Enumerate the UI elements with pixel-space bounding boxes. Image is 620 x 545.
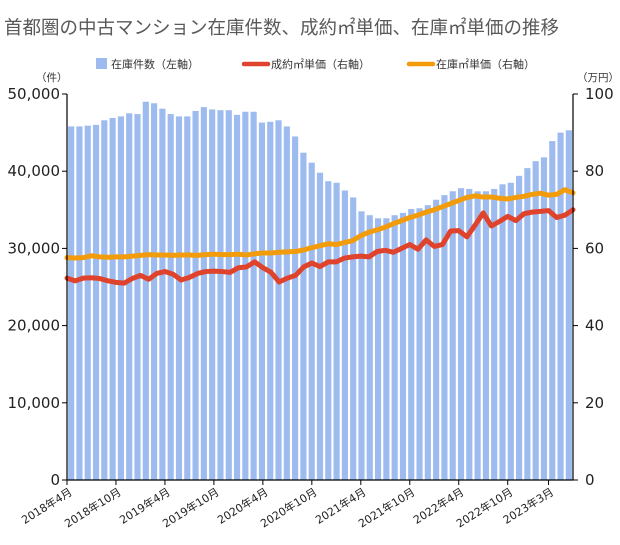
bar xyxy=(217,110,224,481)
bar xyxy=(441,195,448,480)
bar xyxy=(92,124,100,480)
price-lines xyxy=(64,187,576,286)
legend-swatch-inventory xyxy=(96,58,107,69)
right-tick-label: 20 xyxy=(585,394,604,412)
left-tick-label: 20,000 xyxy=(8,317,61,335)
bar xyxy=(101,120,108,480)
bar xyxy=(84,125,91,481)
bar xyxy=(316,172,324,481)
bar xyxy=(399,212,407,480)
bar xyxy=(532,161,539,480)
bar xyxy=(117,116,124,480)
right-tick-label: 60 xyxy=(585,239,604,257)
bar xyxy=(209,109,216,480)
bar xyxy=(250,111,257,480)
right-axis-unit: （万円） xyxy=(577,72,619,84)
bar xyxy=(159,108,166,481)
right-tick-label: 100 xyxy=(585,85,614,103)
bar xyxy=(192,110,199,480)
bar xyxy=(142,101,149,480)
inventory-bars xyxy=(68,101,572,481)
bar xyxy=(225,110,232,481)
bar xyxy=(449,191,456,480)
bar xyxy=(333,182,340,480)
legend: 在庫件数（左軸） 成約㎡単価（右軸） 在庫㎡単価（右軸） xyxy=(96,57,535,71)
bar xyxy=(283,126,290,481)
legend-label-listing-price: 在庫㎡単価（右軸） xyxy=(436,57,535,71)
bar xyxy=(175,116,183,480)
bar xyxy=(375,218,382,481)
right-tick-label: 40 xyxy=(585,317,604,335)
right-tick-label: 0 xyxy=(585,471,595,489)
left-tick-label: 40,000 xyxy=(8,162,61,180)
bar xyxy=(416,208,423,480)
bar xyxy=(358,211,365,480)
bar xyxy=(433,199,440,480)
left-tick-label: 10,000 xyxy=(8,394,61,412)
bar xyxy=(466,188,473,480)
chart-title: 首都圏の中古マンション在庫件数、成約㎡単価、在庫㎡単価の推移 xyxy=(4,17,559,39)
bar xyxy=(134,114,141,480)
bar xyxy=(366,215,373,480)
bar xyxy=(491,188,498,480)
bar xyxy=(549,141,556,480)
bar xyxy=(482,191,489,480)
bar xyxy=(267,121,274,480)
bar xyxy=(565,130,572,480)
bar xyxy=(540,157,548,481)
bar xyxy=(300,152,307,481)
bar xyxy=(233,114,241,480)
bar xyxy=(474,191,481,480)
left-tick-label: 0 xyxy=(50,471,60,489)
bar xyxy=(383,218,390,481)
bar xyxy=(524,168,531,481)
bar xyxy=(68,126,75,481)
bar xyxy=(109,117,116,481)
bar xyxy=(516,175,523,480)
bar xyxy=(200,107,207,481)
bar xyxy=(457,188,465,480)
bar xyxy=(408,209,415,480)
bar xyxy=(341,190,348,480)
bar xyxy=(424,205,431,481)
bar xyxy=(499,184,506,480)
bar xyxy=(242,111,249,480)
bar xyxy=(391,215,398,480)
series-line-listing-price xyxy=(64,187,576,261)
bar xyxy=(151,103,158,480)
bar xyxy=(350,197,357,480)
bar xyxy=(126,113,133,481)
bar xyxy=(292,136,299,480)
right-tick-label: 80 xyxy=(585,162,604,180)
bar xyxy=(167,114,174,480)
bar xyxy=(184,116,191,480)
left-axis-unit: （件） xyxy=(36,72,68,84)
bar xyxy=(507,182,514,480)
bar xyxy=(325,181,332,481)
bar xyxy=(275,120,282,480)
bar xyxy=(308,162,315,480)
bar xyxy=(258,122,266,480)
bar xyxy=(76,126,83,481)
left-tick-label: 50,000 xyxy=(8,85,61,103)
bar xyxy=(557,132,564,480)
legend-label-inventory: 在庫件数（左軸） xyxy=(111,57,199,71)
series-line-contract-price xyxy=(64,207,576,286)
legend-label-contract-price: 成約㎡単価（右軸） xyxy=(271,57,370,71)
left-tick-label: 30,000 xyxy=(8,239,61,257)
